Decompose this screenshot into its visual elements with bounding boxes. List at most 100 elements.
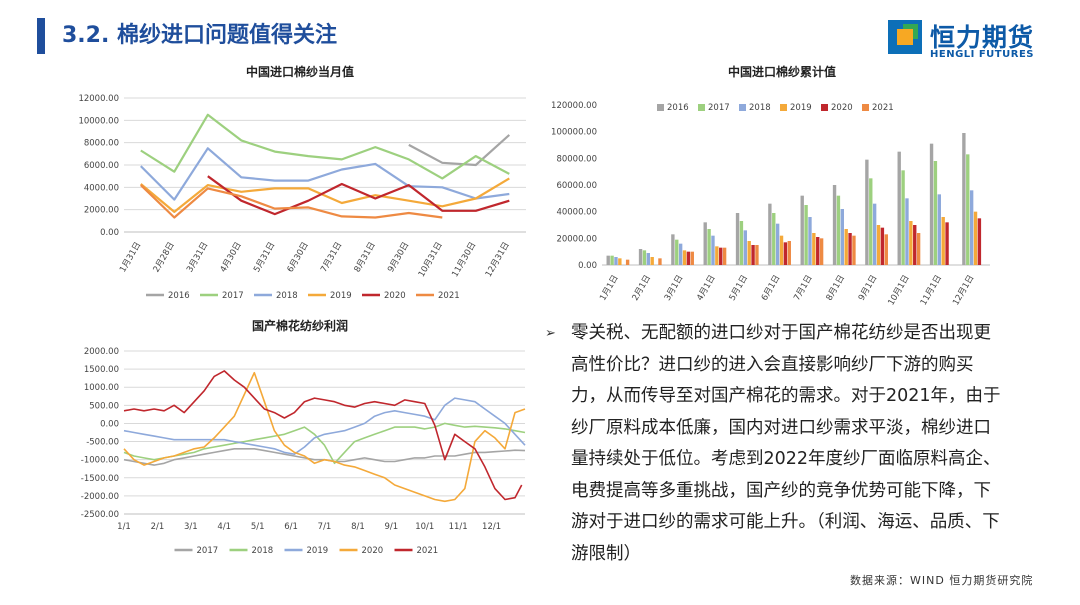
x-tick-label: 6月1日: [760, 274, 783, 303]
y-tick-label: 2000.00: [84, 206, 119, 216]
bar-2019: [876, 225, 881, 265]
x-tick-label: 6/1: [284, 522, 298, 532]
bar-2017: [933, 161, 938, 265]
bar-2019: [941, 217, 945, 265]
x-tick-label: 2月1日: [631, 274, 654, 303]
bar-2020: [913, 225, 917, 265]
bar-2018: [969, 190, 974, 265]
x-tick-label: 1/1: [117, 522, 131, 532]
x-tick-label: 12/1: [482, 522, 501, 532]
bar-2021: [625, 259, 630, 265]
series-line-2021: [123, 370, 523, 501]
x-tick-label: 3月1日: [663, 274, 686, 303]
legend-label: 2017: [197, 546, 219, 556]
x-tick-label: 8月1日: [825, 274, 848, 303]
x-tick-label: 9月1日: [857, 274, 880, 303]
bar-2016: [703, 222, 707, 265]
bar-2017: [675, 239, 679, 265]
title-accent-bar: [37, 18, 45, 54]
x-tick-label: 10月1日: [886, 274, 911, 308]
logo-square-icon: [888, 20, 922, 54]
x-tick-label: 12月1日: [951, 274, 976, 308]
bar-2017: [966, 154, 970, 265]
bar-2016: [832, 185, 837, 265]
series-line-2018: [140, 147, 510, 201]
x-tick-label: 10月31日: [417, 241, 445, 279]
legend-swatch: [862, 104, 869, 111]
bar-2018: [743, 230, 747, 265]
bar-2019: [715, 246, 719, 265]
legend-swatch: [739, 104, 746, 111]
y-tick-label: 0.00: [578, 261, 597, 271]
x-tick-label: 11月1日: [919, 274, 944, 308]
bar-2020: [848, 233, 852, 265]
bar-2021: [852, 235, 856, 265]
bar-2018: [840, 209, 844, 265]
legend-label: 2021: [438, 291, 460, 301]
y-tick-label: 8000.00: [84, 139, 119, 149]
monthly-import-chart: 中国进口棉纱当月值 12000.00 10000.00 8000.00 6000.00 4…: [60, 58, 540, 308]
x-tick-label: 8/1: [351, 522, 365, 532]
x-tick-label: 7月31日: [319, 241, 344, 275]
legend-label: 2021: [417, 546, 439, 556]
bar-2021: [884, 234, 888, 265]
y-tick-label: -1000.00: [81, 456, 119, 466]
bar-2016: [800, 195, 804, 265]
chart-svg: 中国进口棉纱累计值 120000.00 100000.00 80000.00 60000…: [551, 64, 990, 308]
bar-2016: [768, 203, 772, 265]
bar-2021: [722, 247, 727, 265]
x-tick-label: 11/1: [449, 522, 468, 532]
chart-title: 中国进口棉纱累计值: [728, 64, 836, 79]
x-tick-label: 11月30日: [450, 241, 478, 279]
series-line-2017: [140, 113, 510, 180]
x-tick-label: 9月30日: [386, 241, 411, 275]
bar-2020: [686, 251, 691, 265]
bar-2019: [812, 233, 816, 265]
legend-label: 2021: [872, 103, 894, 113]
x-tick-label: 10/1: [415, 522, 434, 532]
x-tick-label: 4月30日: [219, 241, 244, 275]
bar-2018: [614, 257, 618, 265]
legend-label: 2018: [749, 103, 771, 113]
bar-2019: [747, 241, 751, 265]
y-tick-label: 60000.00: [556, 181, 597, 191]
data-source: 数据来源：WIND 恒力期货研究院: [850, 574, 1034, 587]
bar-2020: [751, 245, 755, 265]
x-tick-label: 2月28日: [152, 241, 177, 275]
bar-2019: [844, 229, 848, 265]
chart-svg: 国产棉花纺纱利润 2000.00 1500.00 1000.00 500.00 0.00 -…: [81, 318, 526, 556]
y-tick-label: 6000.00: [84, 161, 119, 171]
series-line-2020: [123, 371, 526, 503]
bar-2016: [929, 143, 934, 265]
legend-label: 2019: [790, 103, 812, 113]
y-tick-label: 2000.00: [84, 347, 119, 357]
x-tick-label: 3/1: [184, 522, 198, 532]
bar-2017: [869, 178, 873, 265]
y-tick-label: 0.00: [100, 419, 119, 429]
x-tick-label: 5月31日: [252, 241, 277, 275]
bar-2018: [775, 223, 780, 265]
legend-label: 2017: [708, 103, 730, 113]
x-tick-label: 1月1日: [598, 274, 621, 303]
legend-label: 2018: [276, 291, 298, 301]
company-logo: 恒力期货 HENGLI FUTURES: [888, 20, 1058, 62]
y-tick-label: 1000.00: [84, 383, 119, 393]
bar-2017: [836, 195, 841, 265]
arrow-bullet-icon: ➢: [545, 326, 556, 341]
bar-2021: [787, 241, 791, 265]
bar-2016: [865, 159, 869, 265]
bar-2021: [916, 233, 921, 265]
bar-2019: [779, 235, 784, 265]
spinning-profit-chart: 国产棉花纺纱利润 2000.00 1500.00 1000.00 500.00 0.00 -…: [60, 312, 540, 562]
y-tick-label: 12000.00: [78, 94, 119, 104]
x-tick-label: 7月1日: [792, 274, 815, 303]
x-tick-label: 5月1日: [728, 274, 751, 303]
bar-2021: [658, 258, 662, 265]
x-tick-label: 9/1: [384, 522, 398, 532]
page-title: 3.2. 棉纱进口问题值得关注: [62, 23, 337, 48]
bar-2017: [610, 255, 614, 265]
legend-label: 2020: [831, 103, 853, 113]
legend-swatch: [780, 104, 787, 111]
bar-2021: [755, 245, 759, 265]
bar-2018: [937, 194, 941, 265]
